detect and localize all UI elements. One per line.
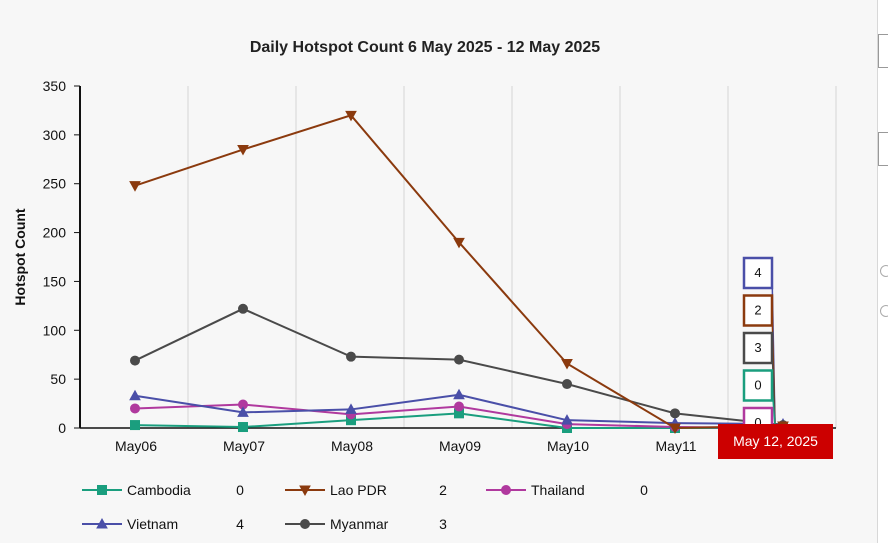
tooltip-box	[742, 294, 774, 327]
legend-swatch-marker	[299, 485, 311, 497]
series-lao-pdr	[129, 110, 789, 435]
data-point[interactable]	[130, 420, 140, 431]
x-tick-label: May08	[331, 438, 373, 454]
data-point[interactable]	[561, 359, 573, 370]
chart-title: Daily Hotspot Count 6 May 2025 - 12 May …	[250, 39, 600, 56]
legend-value: 4	[236, 516, 244, 532]
tooltip-date-badge: May 12, 2025	[718, 424, 833, 459]
tooltip-box	[742, 369, 774, 402]
data-point[interactable]	[453, 388, 465, 400]
tooltip-box	[742, 331, 774, 365]
tooltip-value: 2	[754, 303, 761, 318]
legend-swatch-marker	[96, 517, 108, 529]
data-point[interactable]	[454, 354, 464, 365]
legend-label: Thailand	[531, 482, 585, 498]
legend-swatch-marker	[97, 485, 107, 495]
panel-input-1[interactable]	[878, 34, 888, 68]
data-point[interactable]	[130, 355, 140, 366]
y-tick-label: 0	[58, 420, 66, 436]
y-tick-label: 100	[43, 322, 67, 338]
tooltip-value: 4	[754, 265, 761, 280]
legend-value: 0	[236, 482, 244, 498]
x-tick-label: May10	[547, 438, 589, 454]
legend-label: Myanmar	[330, 516, 389, 532]
panel-input-2[interactable]	[878, 132, 888, 166]
legend-label: Vietnam	[127, 516, 178, 532]
data-point[interactable]	[238, 422, 248, 433]
legend: Cambodia 0 Lao PDR 2 Thailand 0 Vietnam 4 Myanma…	[82, 482, 648, 532]
x-tick-label: May07	[223, 438, 265, 454]
tooltip-date-bg	[718, 424, 833, 459]
data-point[interactable]	[562, 379, 572, 390]
y-axis-label: Hotspot Count	[12, 208, 28, 306]
panel-radio-2[interactable]	[880, 305, 888, 317]
tooltip-value: 0	[754, 415, 761, 430]
tooltip-value-box: 0	[742, 369, 776, 427]
data-point[interactable]	[130, 403, 140, 414]
tooltip-value: 3	[754, 340, 761, 355]
legend-item-lao-pdr[interactable]: Lao PDR 2	[285, 482, 447, 498]
series-layer	[129, 110, 789, 435]
panel-radio-1[interactable]	[880, 265, 888, 277]
legend-swatch-marker	[300, 519, 310, 529]
tooltip-layer: 4 2 3 0 0 May 12, 2025	[718, 256, 833, 459]
y-tick-label: 200	[43, 225, 67, 241]
legend-item-vietnam[interactable]: Vietnam 4	[82, 516, 244, 532]
tooltip-box	[742, 256, 774, 290]
legend-value: 2	[439, 482, 447, 498]
data-point[interactable]	[345, 110, 357, 122]
grid-lines	[187, 86, 837, 428]
y-tick-label: 150	[43, 273, 67, 289]
legend-label: Lao PDR	[330, 482, 387, 498]
data-point[interactable]	[129, 389, 141, 401]
data-point[interactable]	[129, 181, 141, 192]
legend-item-cambodia[interactable]: Cambodia 0	[82, 482, 244, 498]
data-point[interactable]	[345, 403, 357, 414]
legend-item-thailand[interactable]: Thailand 0	[486, 482, 648, 498]
data-point[interactable]	[669, 423, 681, 435]
legend-label: Cambodia	[127, 482, 191, 498]
x-tick-label: May09	[439, 438, 481, 454]
data-point[interactable]	[346, 351, 356, 362]
data-point[interactable]	[238, 303, 248, 314]
legend-value: 0	[640, 482, 648, 498]
data-point[interactable]	[454, 401, 464, 412]
data-point[interactable]	[237, 406, 249, 417]
x-tick-label: May11	[656, 438, 697, 454]
data-point[interactable]	[237, 145, 249, 156]
y-tick-label: 50	[50, 371, 66, 387]
legend-item-myanmar[interactable]: Myanmar 3	[285, 516, 447, 532]
y-tick-label: 350	[43, 78, 67, 94]
y-tick-label: 300	[43, 127, 67, 143]
tooltip-date-label: May 12, 2025	[733, 433, 818, 449]
legend-value: 3	[439, 516, 447, 532]
y-tick-label: 250	[43, 176, 67, 192]
tooltip-value-box: 3	[742, 331, 776, 424]
data-point[interactable]	[561, 414, 573, 425]
series-line	[134, 114, 784, 430]
data-point[interactable]	[453, 237, 465, 249]
series-cambodia	[130, 408, 788, 433]
legend-swatch-marker	[501, 485, 511, 495]
tooltip-value: 0	[754, 378, 761, 393]
x-tick-label: May06	[115, 438, 157, 454]
right-panel-edge	[877, 0, 888, 543]
data-point[interactable]	[670, 408, 680, 419]
